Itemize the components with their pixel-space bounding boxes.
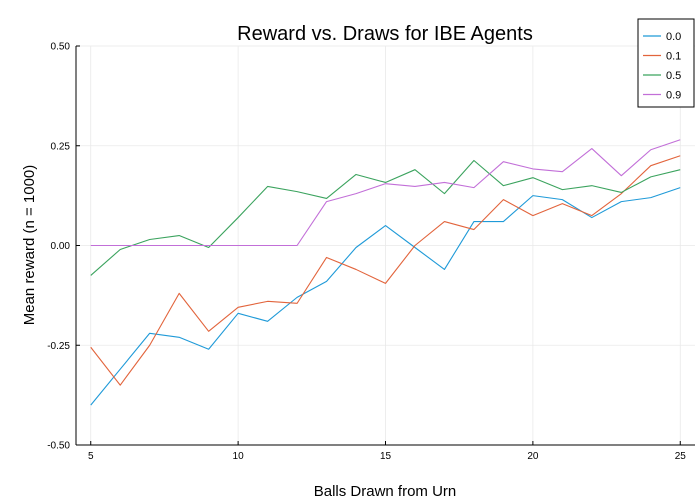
x-tick-label: 15 bbox=[380, 451, 392, 462]
series-lines bbox=[90, 139, 681, 406]
y-tick-label: 0.00 bbox=[51, 241, 71, 252]
legend-label-0.0: 0.0 bbox=[666, 31, 681, 43]
y-axis-label: Mean reward (n = 1000) bbox=[21, 165, 38, 326]
x-tick-label: 20 bbox=[527, 451, 539, 462]
series-line-0.5 bbox=[90, 159, 681, 276]
legend-label-0.9: 0.9 bbox=[666, 90, 681, 102]
legend-label-0.5: 0.5 bbox=[666, 70, 681, 82]
tick-labels: -0.50 -0.25 0.00 0.25 0.50 5 10 15 20 25 bbox=[47, 42, 686, 463]
y-tick-label: -0.25 bbox=[47, 341, 70, 352]
legend-box bbox=[637, 18, 695, 108]
y-tick-label: 0.50 bbox=[51, 42, 71, 53]
y-tick-label: -0.50 bbox=[47, 441, 70, 452]
chart-title: Reward vs. Draws for IBE Agents bbox=[237, 23, 533, 45]
legend-label-0.1: 0.1 bbox=[666, 51, 681, 63]
x-axis-label: Balls Drawn from Urn bbox=[314, 483, 457, 500]
legend: 0.0 0.1 0.5 0.9 bbox=[637, 18, 695, 108]
series-line-0.1 bbox=[90, 155, 681, 386]
x-tick-label: 5 bbox=[88, 451, 94, 462]
x-tick-label: 25 bbox=[675, 451, 687, 462]
series-line-0.9 bbox=[90, 139, 681, 247]
y-tick-label: 0.25 bbox=[51, 141, 71, 152]
x-tick-label: 10 bbox=[233, 451, 245, 462]
